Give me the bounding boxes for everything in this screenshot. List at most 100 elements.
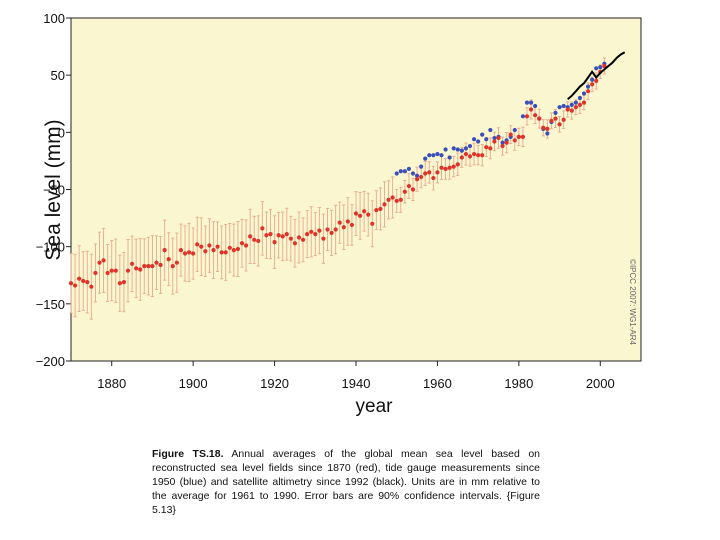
reconstructed-point: [256, 238, 261, 244]
tide-gauge-point: [528, 100, 534, 105]
reconstructed-point: [284, 231, 289, 237]
reconstructed-point: [166, 257, 171, 262]
reconstructed-point: [288, 236, 293, 241]
reconstructed-point: [150, 264, 155, 269]
reconstructed-point: [72, 283, 78, 288]
reconstructed-point: [182, 251, 188, 256]
figure-caption: Figure TS.18. Annual averages of the glo…: [152, 447, 540, 517]
reconstructed-point: [512, 138, 517, 143]
tide-gauge-point: [427, 153, 432, 158]
reconstructed-point: [557, 122, 562, 127]
reconstructed-point: [203, 249, 208, 254]
reconstructed-point: [504, 140, 509, 145]
reconstructed-point: [260, 226, 265, 231]
tide-gauge-point: [402, 169, 407, 174]
tide-gauge-point: [488, 127, 493, 133]
tide-gauge-point: [431, 153, 436, 158]
reconstructed-point: [357, 213, 363, 218]
reconstructed-point: [602, 63, 607, 69]
reconstructed-point: [366, 212, 371, 217]
reconstructed-point: [207, 243, 212, 248]
reconstructed-point: [178, 247, 184, 253]
reconstructed-point: [435, 170, 440, 175]
tide-gauge-point: [533, 103, 538, 109]
tide-gauge-point: [561, 103, 566, 109]
reconstructed-point: [467, 154, 473, 159]
reconstructed-point: [541, 125, 546, 130]
tide-gauge-point: [553, 110, 558, 115]
reconstructed-point: [235, 246, 241, 252]
reconstructed-point: [419, 174, 424, 180]
tide-gauge-point: [492, 135, 497, 141]
reconstructed-point: [451, 164, 456, 169]
reconstructed-point: [581, 100, 587, 105]
reconstructed-point: [476, 153, 481, 158]
reconstructed-point: [353, 211, 359, 216]
tide-gauge-point: [423, 156, 428, 161]
reconstructed-point: [199, 244, 204, 249]
reconstructed-point: [219, 250, 224, 255]
tide-gauge-point: [419, 164, 424, 169]
reconstructed-point: [162, 247, 167, 253]
tide-gauge-point: [520, 114, 526, 119]
reconstructed-point: [533, 113, 538, 118]
reconstructed-point: [89, 284, 94, 289]
reconstructed-point: [459, 155, 464, 160]
tide-gauge-point: [512, 127, 517, 133]
reconstructed-point: [305, 231, 310, 237]
reconstructed-point: [362, 209, 367, 214]
reconstructed-point: [374, 207, 379, 213]
reconstructed-point: [594, 78, 599, 83]
reconstructed-point: [215, 244, 220, 249]
reconstructed-point: [443, 166, 448, 172]
reconstructed-point: [528, 107, 534, 112]
reconstructed-point: [154, 260, 159, 265]
reconstructed-point: [81, 278, 86, 284]
reconstructed-point: [427, 170, 432, 175]
x-axis-label: year: [356, 396, 394, 417]
reconstructed-point: [423, 171, 428, 176]
tide-gauge-point: [406, 166, 412, 172]
reconstructed-point: [317, 228, 322, 233]
reconstructed-point: [227, 245, 232, 250]
tide-gauge-point: [585, 84, 591, 89]
y-tick-label: 50: [51, 68, 65, 83]
x-tick-label: 2000: [586, 376, 615, 391]
reconstructed-point: [300, 237, 306, 242]
reconstructed-point: [170, 264, 175, 269]
reconstructed-point: [134, 266, 139, 271]
y-tick-label: −150: [36, 297, 65, 312]
reconstructed-point: [231, 247, 236, 253]
reconstructed-point: [508, 132, 513, 137]
reconstructed-point: [109, 268, 114, 273]
reconstructed-point: [191, 251, 196, 256]
reconstructed-point: [68, 281, 74, 286]
reconstructed-point: [272, 239, 277, 245]
tide-gauge-point: [459, 148, 464, 153]
reconstructed-point: [248, 234, 253, 239]
reconstructed-point: [125, 268, 131, 273]
reconstructed-point: [349, 222, 355, 228]
reconstructed-point: [524, 114, 530, 119]
tide-gauge-point: [398, 169, 403, 174]
reconstructed-point: [211, 247, 216, 253]
reconstructed-point: [549, 118, 554, 123]
reconstructed-point: [121, 280, 127, 285]
reconstructed-point: [561, 117, 566, 122]
reconstructed-point: [280, 234, 285, 239]
caption-label: Figure TS.18.: [152, 448, 224, 460]
reconstructed-point: [325, 227, 330, 232]
reconstructed-point: [480, 153, 485, 158]
reconstructed-point: [276, 233, 281, 238]
tide-gauge-point: [443, 147, 448, 152]
reconstructed-point: [410, 187, 416, 192]
reconstructed-point: [565, 107, 570, 112]
reconstructed-point: [264, 233, 269, 238]
reconstructed-point: [77, 276, 82, 281]
reconstructed-point: [142, 264, 147, 269]
x-tick-label: 1960: [423, 376, 452, 391]
reconstructed-point: [455, 162, 460, 167]
x-tick-label: 1880: [97, 376, 126, 391]
reconstructed-point: [138, 267, 143, 272]
reconstructed-point: [129, 261, 135, 266]
